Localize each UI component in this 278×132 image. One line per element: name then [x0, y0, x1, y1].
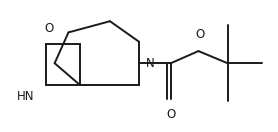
- Text: O: O: [196, 28, 205, 41]
- Text: N: N: [146, 57, 155, 70]
- Text: O: O: [44, 22, 54, 35]
- Text: O: O: [166, 108, 175, 121]
- Text: HN: HN: [17, 90, 34, 103]
